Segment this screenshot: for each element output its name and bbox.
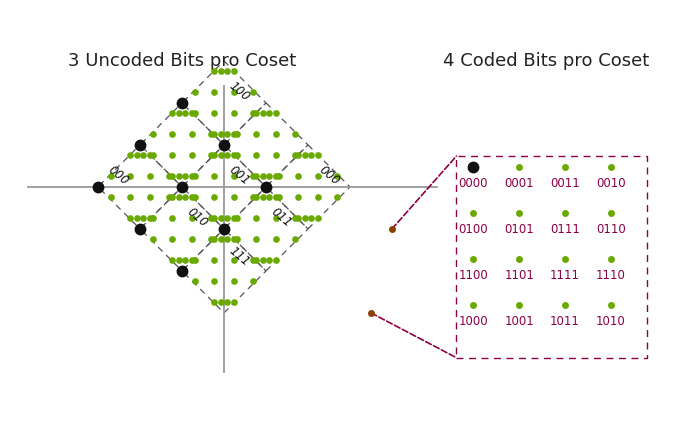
Text: 0110: 0110 — [596, 223, 626, 236]
Text: 1111: 1111 — [550, 269, 580, 282]
Text: 0100: 0100 — [458, 223, 488, 236]
Text: 111: 111 — [227, 245, 253, 269]
Text: 0011: 0011 — [550, 177, 580, 190]
Text: 010: 010 — [185, 206, 211, 230]
Text: 1011: 1011 — [550, 314, 580, 328]
Text: 000: 000 — [106, 164, 132, 188]
Text: 1110: 1110 — [596, 269, 626, 282]
Text: 1010: 1010 — [596, 314, 626, 328]
Text: 1001: 1001 — [504, 314, 534, 328]
Text: 1000: 1000 — [458, 314, 488, 328]
Text: 100: 100 — [227, 79, 253, 104]
Text: 0111: 0111 — [550, 223, 580, 236]
Text: 0000: 0000 — [458, 177, 488, 190]
Text: 0001: 0001 — [504, 177, 534, 190]
Text: 0010: 0010 — [596, 177, 626, 190]
Text: 1100: 1100 — [458, 269, 488, 282]
Text: 011: 011 — [269, 206, 295, 230]
Text: 000: 000 — [316, 164, 342, 188]
Text: 1101: 1101 — [504, 269, 534, 282]
Text: 0101: 0101 — [504, 223, 534, 236]
Text: 001: 001 — [227, 164, 253, 188]
Text: 3 Uncoded Bits pro Coset: 3 Uncoded Bits pro Coset — [68, 52, 296, 70]
Text: 4 Coded Bits pro Coset: 4 Coded Bits pro Coset — [443, 52, 649, 70]
